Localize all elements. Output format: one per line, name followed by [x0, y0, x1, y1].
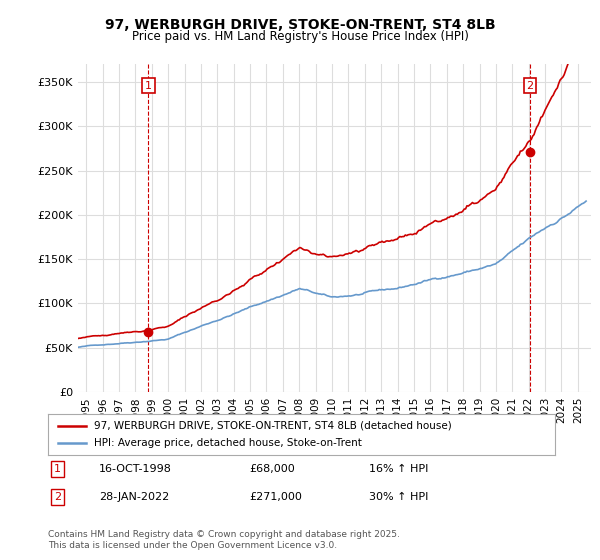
- Text: 1: 1: [54, 464, 61, 474]
- Text: £68,000: £68,000: [249, 464, 295, 474]
- Text: 1: 1: [145, 81, 152, 91]
- Text: Contains HM Land Registry data © Crown copyright and database right 2025.
This d: Contains HM Land Registry data © Crown c…: [48, 530, 400, 550]
- Text: 16-OCT-1998: 16-OCT-1998: [99, 464, 172, 474]
- Text: 2: 2: [54, 492, 61, 502]
- Text: 97, WERBURGH DRIVE, STOKE-ON-TRENT, ST4 8LB: 97, WERBURGH DRIVE, STOKE-ON-TRENT, ST4 …: [104, 18, 496, 32]
- Text: 2: 2: [526, 81, 533, 91]
- Text: 16% ↑ HPI: 16% ↑ HPI: [369, 464, 428, 474]
- Text: 30% ↑ HPI: 30% ↑ HPI: [369, 492, 428, 502]
- Text: 97, WERBURGH DRIVE, STOKE-ON-TRENT, ST4 8LB (detached house): 97, WERBURGH DRIVE, STOKE-ON-TRENT, ST4 …: [94, 421, 451, 431]
- Text: Price paid vs. HM Land Registry's House Price Index (HPI): Price paid vs. HM Land Registry's House …: [131, 30, 469, 43]
- Text: HPI: Average price, detached house, Stoke-on-Trent: HPI: Average price, detached house, Stok…: [94, 438, 362, 449]
- Text: £271,000: £271,000: [249, 492, 302, 502]
- Text: 28-JAN-2022: 28-JAN-2022: [99, 492, 169, 502]
